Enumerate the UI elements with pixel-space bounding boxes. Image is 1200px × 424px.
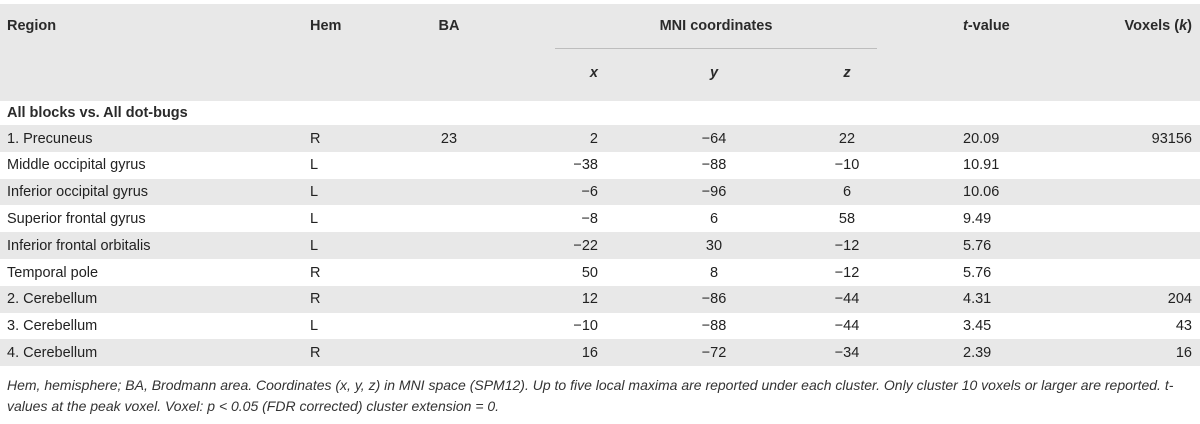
cell-region: 2. Cerebellum bbox=[7, 291, 98, 308]
cell-hem: R bbox=[310, 130, 321, 147]
cell-y: 8 bbox=[709, 264, 719, 281]
stripe-row-3 bbox=[0, 178, 1200, 206]
cell-x: −38 bbox=[573, 157, 598, 174]
cell-x: 2 bbox=[589, 130, 598, 147]
cell-y: −88 bbox=[701, 318, 727, 335]
cell-x: 12 bbox=[581, 291, 598, 308]
cell-t-value: 9.49 bbox=[963, 210, 992, 227]
cell-t-value: 10.91 bbox=[963, 157, 1000, 174]
cell-region: Superior frontal gyrus bbox=[7, 210, 146, 227]
cell-z: −44 bbox=[834, 318, 860, 335]
cell-z: −12 bbox=[834, 264, 860, 281]
header-ba: BA bbox=[438, 18, 460, 34]
cell-y: −64 bbox=[701, 130, 727, 147]
cell-hem: L bbox=[310, 157, 319, 174]
header-t-value: t-value bbox=[963, 17, 1010, 35]
header-y: y bbox=[709, 65, 719, 81]
cell-x: −22 bbox=[573, 237, 598, 254]
header-voxels-suffix: ) bbox=[1187, 18, 1192, 34]
cell-x: −10 bbox=[573, 318, 598, 335]
cell-region: Inferior frontal orbitalis bbox=[7, 237, 151, 254]
cell-region: 4. Cerebellum bbox=[7, 344, 98, 361]
cell-z: −10 bbox=[834, 157, 860, 174]
header-region: Region bbox=[7, 18, 57, 34]
cell-x: −8 bbox=[581, 210, 598, 227]
cell-z: 6 bbox=[842, 184, 852, 201]
header-voxels-prefix: Voxels ( bbox=[1124, 18, 1180, 34]
header-x: x bbox=[589, 65, 598, 81]
header-hem: Hem bbox=[310, 18, 342, 34]
cell-y: 30 bbox=[705, 237, 723, 254]
stripe-row-9 bbox=[0, 339, 1200, 367]
cell-t-value: 10.06 bbox=[963, 184, 1000, 201]
header-voxels: Voxels (k) bbox=[1090, 17, 1192, 35]
cell-ba: 23 bbox=[440, 130, 458, 147]
cell-t-value: 2.39 bbox=[963, 344, 992, 361]
header-t-suffix: -value bbox=[967, 18, 1010, 34]
cell-y: −72 bbox=[701, 344, 727, 361]
cell-hem: L bbox=[310, 237, 319, 254]
cell-hem: L bbox=[310, 210, 319, 227]
cell-z: −34 bbox=[834, 344, 860, 361]
header-band bbox=[0, 4, 1200, 101]
cell-hem: R bbox=[310, 291, 321, 308]
cell-hem: L bbox=[310, 184, 319, 201]
stripe-row-5 bbox=[0, 232, 1200, 259]
cell-t-value: 5.76 bbox=[963, 237, 992, 254]
header-mni-coordinates: MNI coordinates bbox=[659, 18, 773, 34]
stripe-row-7 bbox=[0, 285, 1200, 313]
stripe-row-1 bbox=[0, 125, 1200, 152]
cell-region: 3. Cerebellum bbox=[7, 318, 98, 335]
cell-voxels: 204 bbox=[1167, 291, 1192, 308]
cell-hem: R bbox=[310, 344, 321, 361]
cell-t-value: 5.76 bbox=[963, 264, 992, 281]
header-t-italic: t bbox=[963, 18, 968, 34]
mni-underline bbox=[555, 48, 877, 49]
section-title: All blocks vs. All dot-bugs bbox=[7, 105, 188, 121]
table-footnote: Hem, hemisphere; BA, Brodmann area. Coor… bbox=[7, 377, 1174, 414]
cell-z: 58 bbox=[838, 210, 856, 227]
header-z: z bbox=[843, 65, 851, 81]
cell-y: 6 bbox=[709, 210, 719, 227]
cell-hem: L bbox=[310, 318, 319, 335]
cell-x: 50 bbox=[581, 264, 598, 281]
cell-region: Middle occipital gyrus bbox=[7, 157, 146, 174]
cell-voxels: 43 bbox=[1175, 318, 1192, 335]
cell-y: −86 bbox=[701, 291, 727, 308]
cell-t-value: 4.31 bbox=[963, 291, 992, 308]
cell-x: 16 bbox=[581, 344, 598, 361]
cell-x: −6 bbox=[581, 184, 598, 201]
cell-t-value: 3.45 bbox=[963, 318, 992, 335]
cell-z: 22 bbox=[838, 130, 856, 147]
cell-y: −88 bbox=[701, 157, 727, 174]
header-voxels-k: k bbox=[1179, 18, 1188, 34]
cell-hem: R bbox=[310, 264, 321, 281]
cell-y: −96 bbox=[701, 184, 727, 201]
cell-region: Inferior occipital gyrus bbox=[7, 184, 149, 201]
cell-t-value: 20.09 bbox=[963, 130, 1000, 147]
cell-z: −44 bbox=[834, 291, 860, 308]
cell-voxels: 16 bbox=[1175, 344, 1192, 361]
cell-z: −12 bbox=[834, 237, 860, 254]
cell-region: Temporal pole bbox=[7, 264, 99, 281]
cell-region: 1. Precuneus bbox=[7, 130, 93, 147]
cell-voxels: 93156 bbox=[1151, 130, 1192, 147]
